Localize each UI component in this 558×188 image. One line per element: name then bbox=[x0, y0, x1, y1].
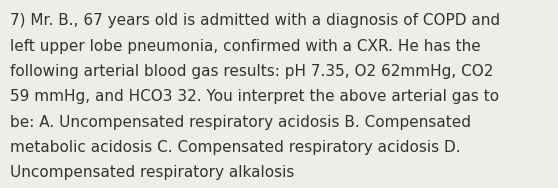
Text: metabolic acidosis C. Compensated respiratory acidosis D.: metabolic acidosis C. Compensated respir… bbox=[10, 140, 461, 155]
Text: 7) Mr. B., 67 years old is admitted with a diagnosis of COPD and: 7) Mr. B., 67 years old is admitted with… bbox=[10, 13, 500, 28]
Text: Uncompensated respiratory alkalosis: Uncompensated respiratory alkalosis bbox=[10, 165, 295, 180]
Text: left upper lobe pneumonia, confirmed with a CXR. He has the: left upper lobe pneumonia, confirmed wit… bbox=[10, 39, 481, 54]
Text: 59 mmHg, and HCO3 32. You interpret the above arterial gas to: 59 mmHg, and HCO3 32. You interpret the … bbox=[10, 89, 499, 104]
Text: following arterial blood gas results: pH 7.35, O2 62mmHg, CO2: following arterial blood gas results: pH… bbox=[10, 64, 493, 79]
Text: be: A. Uncompensated respiratory acidosis B. Compensated: be: A. Uncompensated respiratory acidosi… bbox=[10, 115, 471, 130]
